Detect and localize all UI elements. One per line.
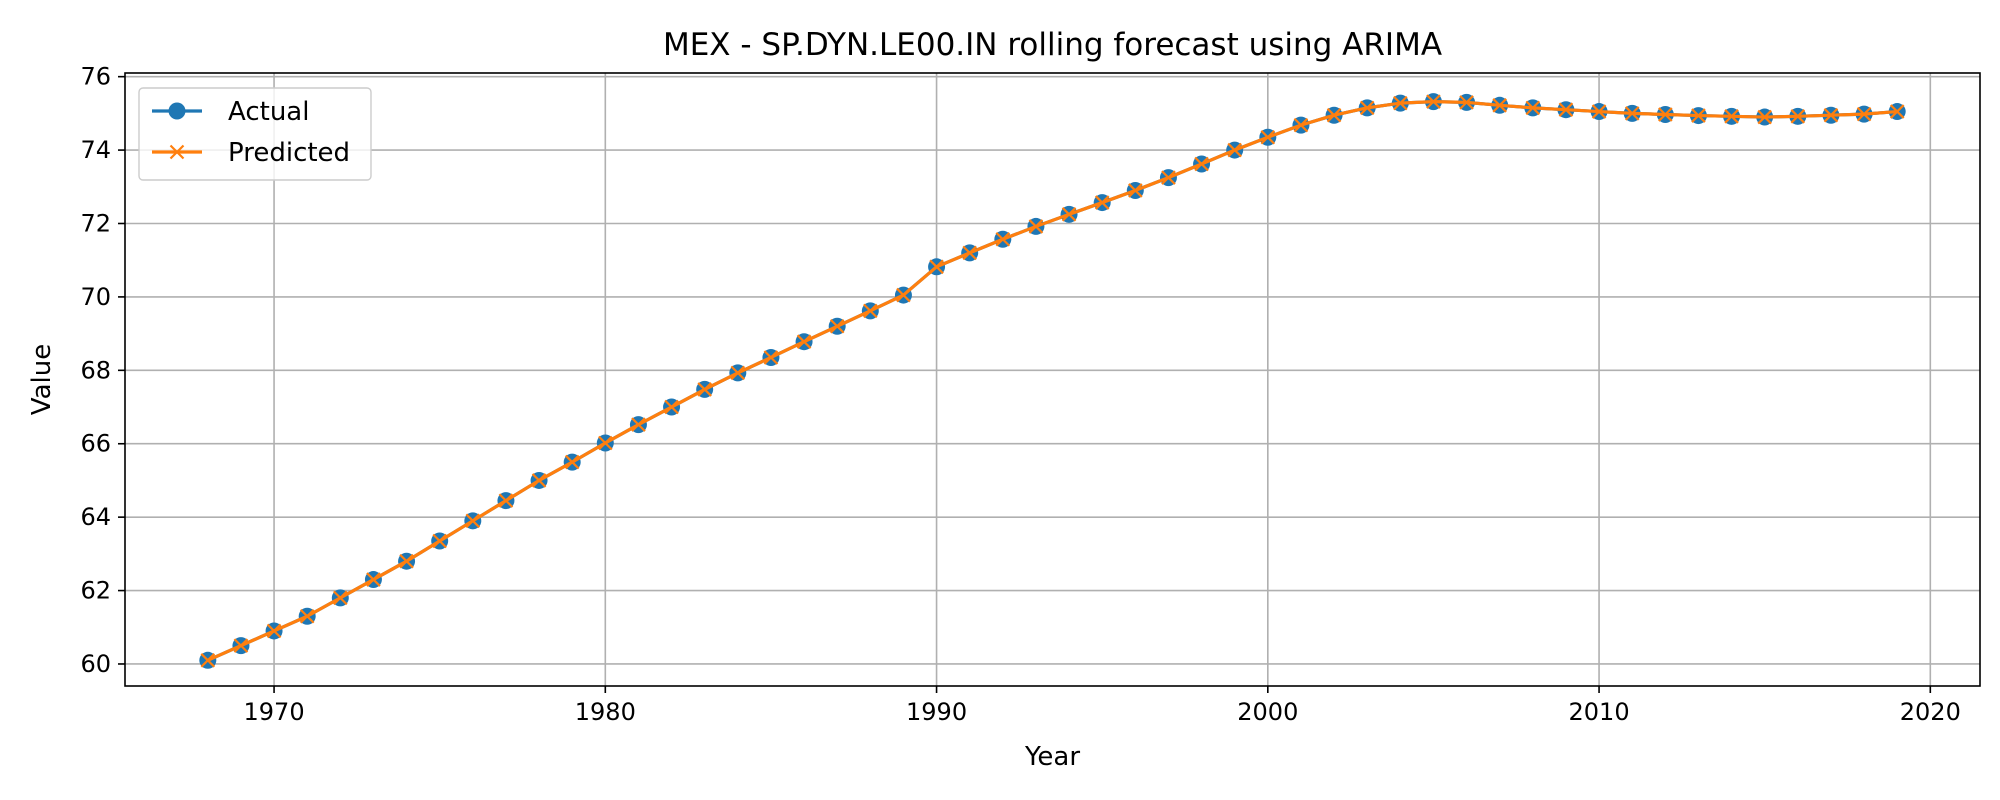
legend-marker-x: [169, 144, 185, 160]
y-tick-label: 70: [80, 283, 111, 311]
predicted-point: [498, 493, 514, 508]
chart-title: MEX - SP.DYN.LE00.IN rolling forecast us…: [663, 27, 1442, 63]
predicted-point: [1426, 94, 1441, 109]
y-axis-label: Value: [27, 344, 57, 415]
predicted-point: [200, 653, 216, 668]
predicted-point: [1161, 170, 1176, 185]
predicted-point: [1061, 207, 1077, 222]
predicted-point: [266, 623, 282, 639]
y-tick-label: 60: [80, 650, 111, 678]
predicted-point: [1525, 100, 1541, 116]
y-tick-label: 64: [80, 503, 111, 531]
predicted-point: [829, 318, 845, 334]
predicted-point: [995, 232, 1011, 247]
predicted-point: [531, 473, 547, 488]
plot-frame: [124, 72, 1981, 687]
predicted-point: [763, 350, 779, 365]
predicted-point: [1227, 142, 1242, 158]
y-tick-label: 68: [80, 356, 111, 384]
series-line-predicted: [206, 100, 1899, 662]
legend-label: Predicted: [228, 138, 350, 168]
tick-layer: 1970 1980 1990 2000 2010 2020 60 62 64 66 68 70 72 74…: [80, 63, 1960, 726]
predicted-point: [1558, 102, 1574, 117]
predicted-point: [697, 382, 712, 397]
series-predicted: [200, 94, 1905, 668]
x-tick-label: 2010: [1569, 698, 1630, 726]
y-tick-label: 74: [80, 136, 111, 164]
predicted-point: [1293, 117, 1309, 133]
predicted-point: [1459, 95, 1474, 110]
x-tick-label: 1970: [244, 698, 305, 726]
predicted-point: [1691, 108, 1706, 123]
legend-label: Actual: [228, 97, 309, 127]
x-tick-label: 1980: [575, 698, 636, 726]
x-axis-label: Year: [1024, 742, 1080, 772]
predicted-point: [299, 608, 315, 624]
predicted-point: [1856, 106, 1872, 122]
predicted-point: [1359, 100, 1375, 116]
predicted-point: [1591, 104, 1607, 119]
predicted-point: [1658, 107, 1673, 122]
predicted-point: [399, 553, 414, 569]
series-layer: [199, 93, 1906, 669]
legend-item-predicted: Predicted: [152, 138, 350, 168]
predicted-point: [664, 399, 679, 415]
predicted-point: [1028, 219, 1044, 234]
legend: Actual Predicted: [138, 87, 372, 181]
predicted-point: [1724, 109, 1739, 124]
predicted-point: [1194, 156, 1209, 172]
predicted-point: [1393, 95, 1408, 111]
legend-marker-circle: [168, 102, 186, 120]
x-tick-label: 2020: [1900, 698, 1961, 726]
legend-item-actual: Actual: [152, 97, 309, 127]
predicted-point: [1260, 129, 1276, 145]
predicted-point: [929, 259, 944, 275]
grid: [125, 73, 1980, 686]
predicted-point: [1823, 107, 1839, 123]
predicted-point: [631, 417, 646, 432]
legend-items: Actual Predicted: [152, 97, 350, 168]
predicted-point: [863, 303, 878, 319]
y-tick-label: 66: [80, 430, 111, 458]
y-tick-label: 76: [80, 63, 111, 91]
predicted-point: [564, 454, 580, 470]
predicted-point: [796, 334, 812, 349]
predicted-point: [1889, 104, 1905, 119]
x-tick-label: 1990: [906, 698, 967, 726]
predicted-point: [465, 513, 481, 529]
predicted-point: [1326, 107, 1342, 123]
predicted-point: [366, 572, 381, 587]
y-tick-label: 72: [80, 209, 111, 237]
predicted-point: [1094, 195, 1110, 210]
predicted-point: [1128, 183, 1143, 198]
predicted-point: [233, 638, 249, 653]
predicted-point: [730, 365, 746, 381]
predicted-point: [333, 590, 348, 606]
predicted-point: [896, 287, 911, 303]
predicted-point: [1757, 109, 1772, 125]
predicted-point: [432, 533, 447, 549]
predicted-point: [1790, 109, 1806, 124]
predicted-point: [962, 245, 977, 261]
predicted-point: [598, 435, 613, 451]
predicted-point: [1492, 98, 1507, 113]
predicted-point: [1624, 106, 1640, 121]
y-tick-label: 62: [80, 577, 111, 605]
x-tick-label: 2000: [1237, 698, 1298, 726]
